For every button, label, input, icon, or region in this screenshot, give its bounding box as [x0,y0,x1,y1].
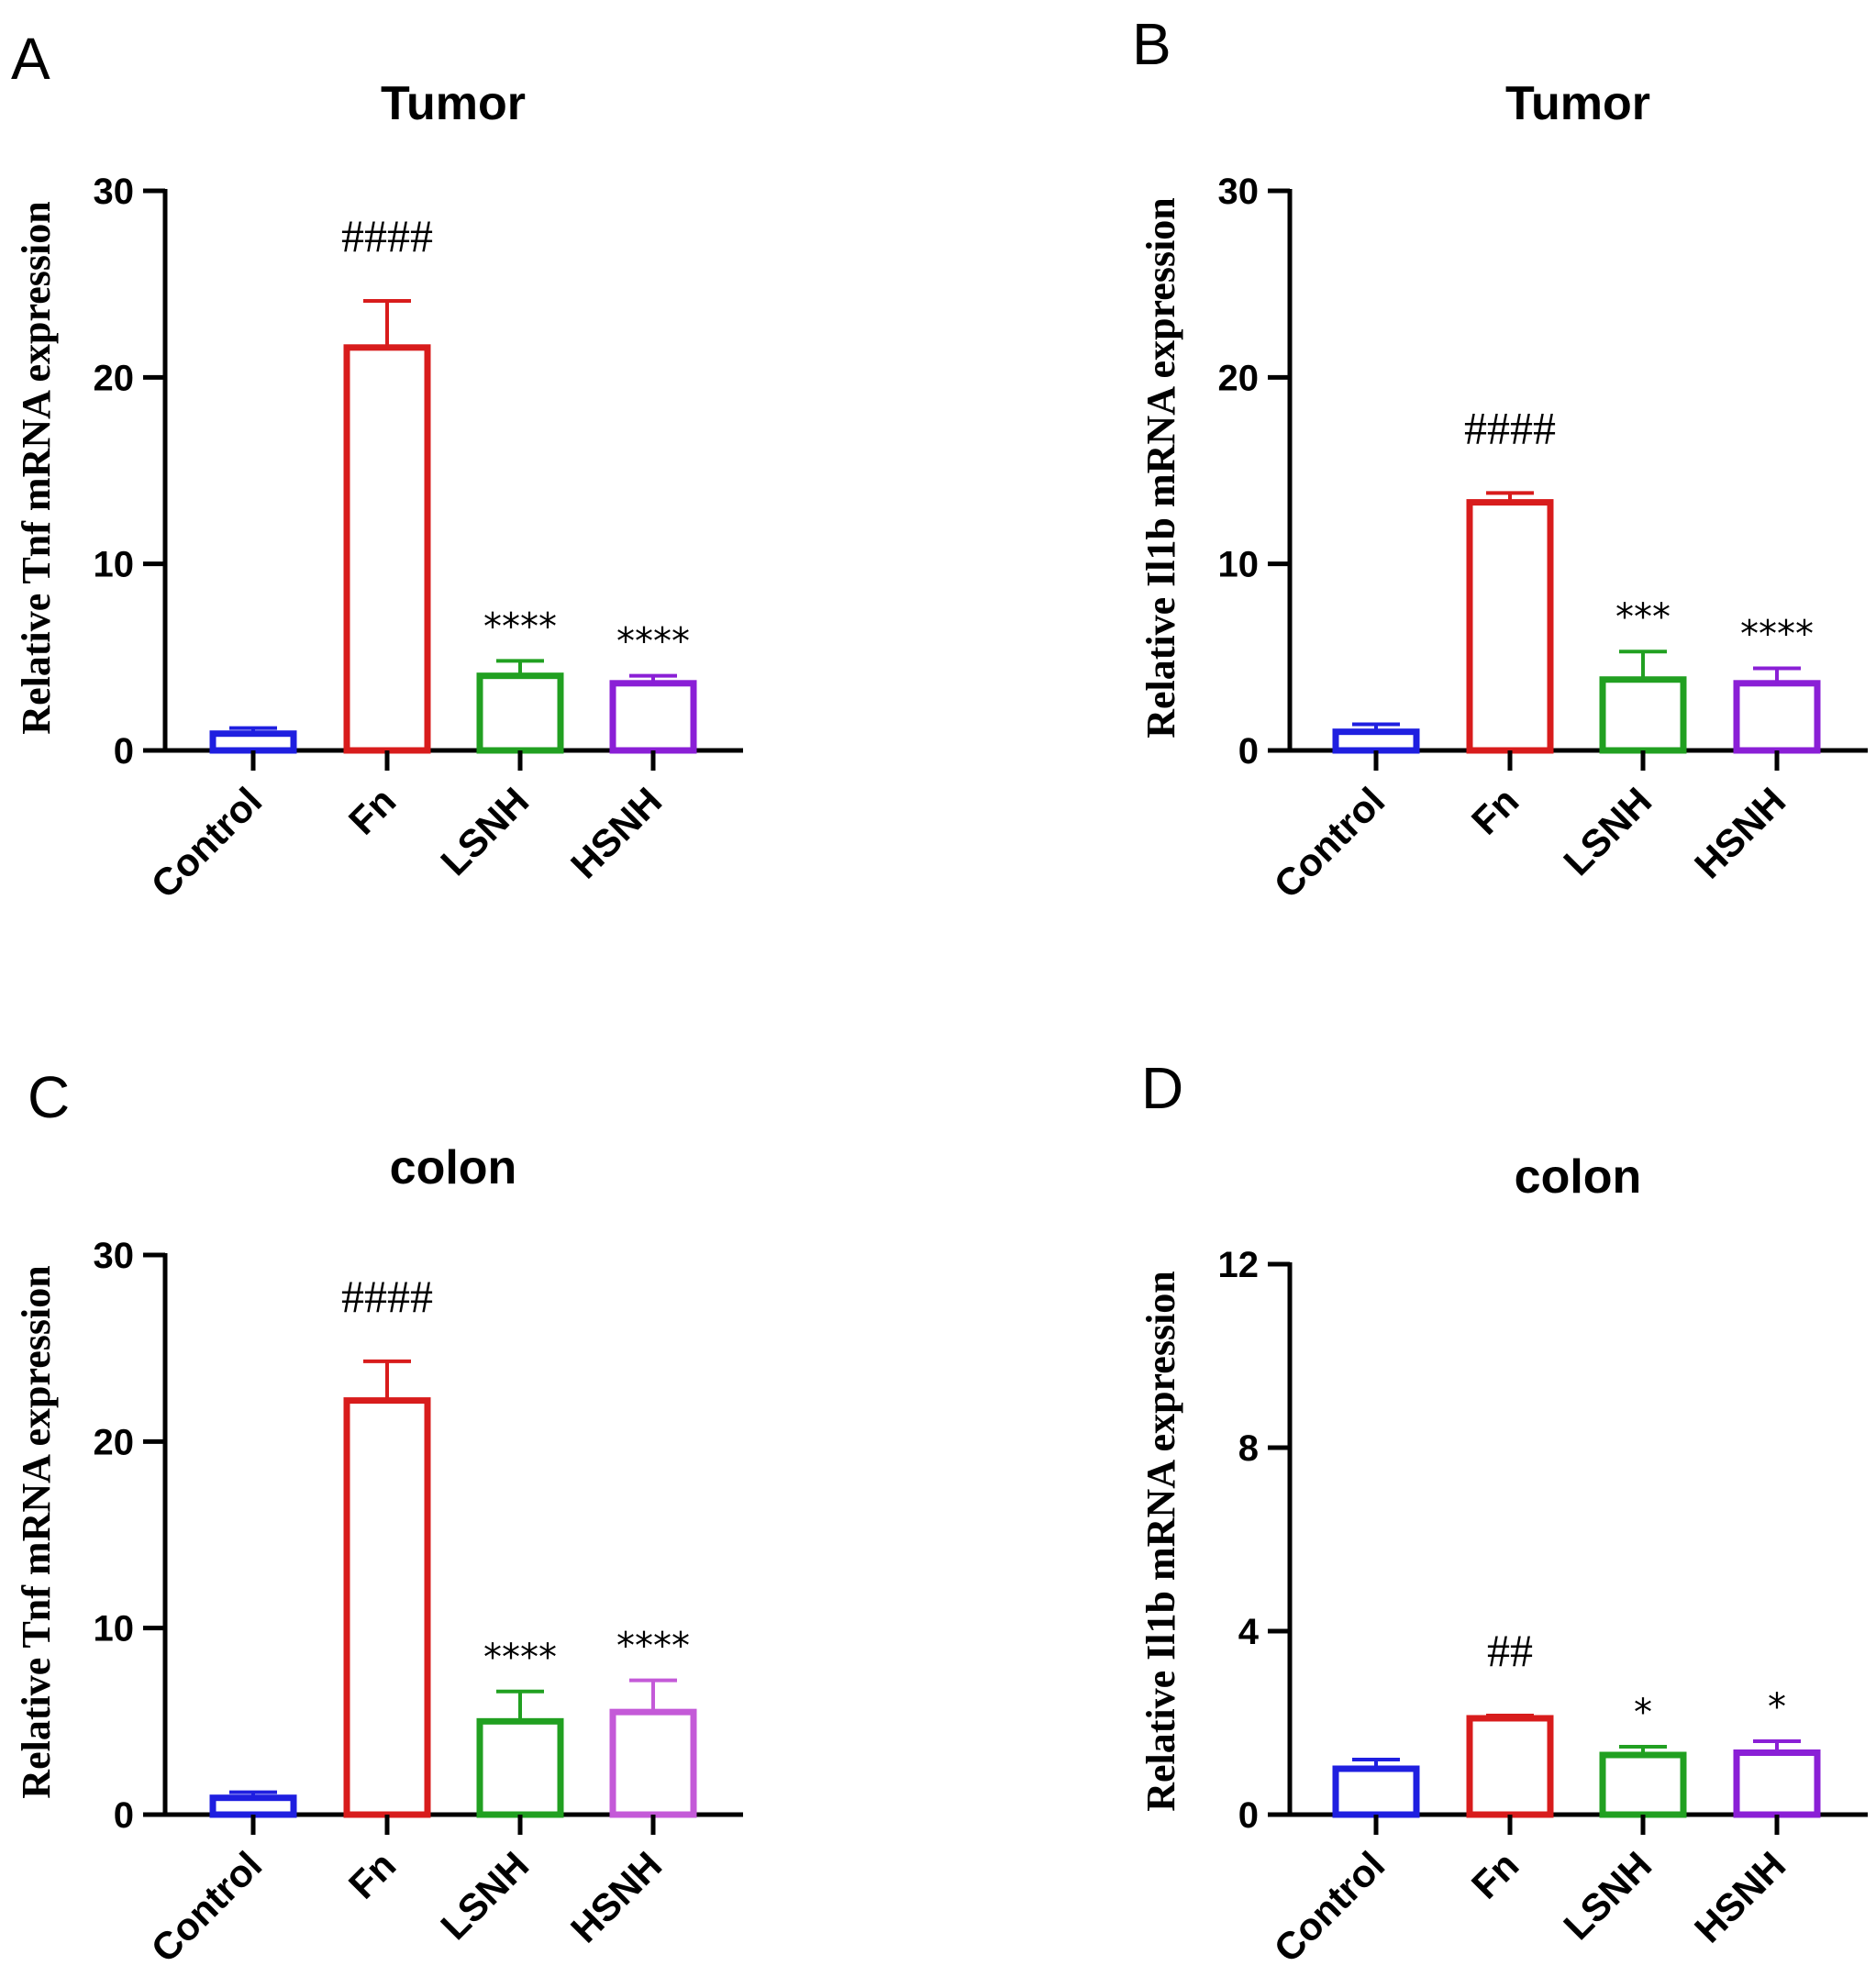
y-tick-label: 30 [94,172,135,212]
significance-label: ## [1487,1625,1533,1676]
x-tick-label: Control [1266,779,1393,906]
significance-label: **** [616,621,690,663]
bar-fn [1466,499,1554,754]
bar-control [209,1794,297,1818]
y-tick-label: 0 [114,1795,134,1836]
y-tick-label: 20 [1218,358,1260,398]
chart-title: Tumor [381,77,526,130]
panel-letter: C [28,1064,70,1130]
significance-label: **** [616,1626,690,1668]
bar-lsnh [476,672,564,754]
chart-title: colon [390,1141,517,1194]
y-tick-label: 30 [1218,172,1260,212]
bar-fn [343,344,431,754]
y-axis-label: Relative Il1b mRNA expression [1138,1271,1183,1812]
y-tick-label: 10 [94,1609,135,1649]
panel-letter: B [1132,11,1171,77]
x-tick-label: HSNH [1686,1843,1793,1950]
x-tick-label: Control [143,1843,271,1971]
chart-title: colon [1515,1150,1642,1204]
significance-label: *** [1615,596,1671,639]
panel-a: A Tumor Relative Tnf mRNA expression 0 10… [11,26,743,906]
x-tick-label: Fn [340,1843,405,1907]
significance-label: #### [341,1271,433,1322]
bar-fn [343,1397,431,1818]
bar-hsnh [1733,680,1821,754]
y-tick-label: 12 [1218,1245,1260,1285]
significance-label: #### [341,210,433,261]
panel-c: C colon Relative Tnf mRNA expression 0 10… [14,1064,743,1971]
bar-hsnh [609,680,697,754]
x-tick-label: LSNH [1555,779,1660,883]
y-tick-label: 0 [1238,731,1259,772]
y-tick-label: 8 [1238,1428,1259,1469]
bar-control [1332,1765,1420,1818]
y-tick-label: 0 [114,731,134,772]
bar-hsnh [1733,1749,1821,1818]
y-tick-label: 10 [1218,545,1260,585]
significance-label: **** [483,1637,557,1679]
y-tick-label: 20 [94,358,135,398]
y-axis-label: Relative Tnf mRNA expression [14,201,59,734]
x-tick-label: HSNH [562,1843,670,1950]
significance-label: **** [1740,614,1814,656]
panel-letter: A [11,26,50,92]
y-tick-label: 10 [94,545,135,585]
x-tick-label: HSNH [1686,779,1793,886]
y-tick-label: 0 [1238,1795,1259,1836]
panel-d: D colon Relative Il1b mRNA expression 0 4… [1138,1055,1868,1971]
bar-control [209,730,297,754]
bar-lsnh [1599,676,1687,754]
x-tick-label: LSNH [1555,1843,1660,1948]
x-tick-label: Control [1266,1843,1393,1971]
bar-lsnh [1599,1751,1687,1818]
significance-label: * [1768,1686,1786,1728]
significance-label: **** [483,605,557,648]
panel-letter: D [1141,1055,1183,1121]
bar-fn [1466,1715,1554,1818]
bar-control [1332,728,1420,754]
y-tick-label: 20 [94,1422,135,1462]
significance-label: #### [1464,402,1556,453]
x-tick-label: LSNH [432,1843,537,1948]
chart-title: Tumor [1505,77,1650,130]
significance-label: * [1634,1692,1652,1734]
x-tick-label: Fn [340,779,405,843]
bar-hsnh [609,1708,697,1818]
x-tick-label: Fn [1463,779,1527,843]
y-tick-label: 4 [1238,1612,1260,1652]
x-tick-label: LSNH [432,779,537,883]
x-tick-label: HSNH [562,779,670,886]
y-axis-label: Relative Tnf mRNA expression [14,1265,59,1798]
panel-b: B Tumor Relative Il1b mRNA expression 0 1… [1132,11,1868,906]
x-tick-label: Fn [1463,1843,1527,1907]
y-axis-label: Relative Il1b mRNA expression [1138,197,1183,739]
x-tick-label: Control [143,779,271,906]
y-tick-label: 30 [94,1236,135,1276]
bar-lsnh [476,1717,564,1818]
